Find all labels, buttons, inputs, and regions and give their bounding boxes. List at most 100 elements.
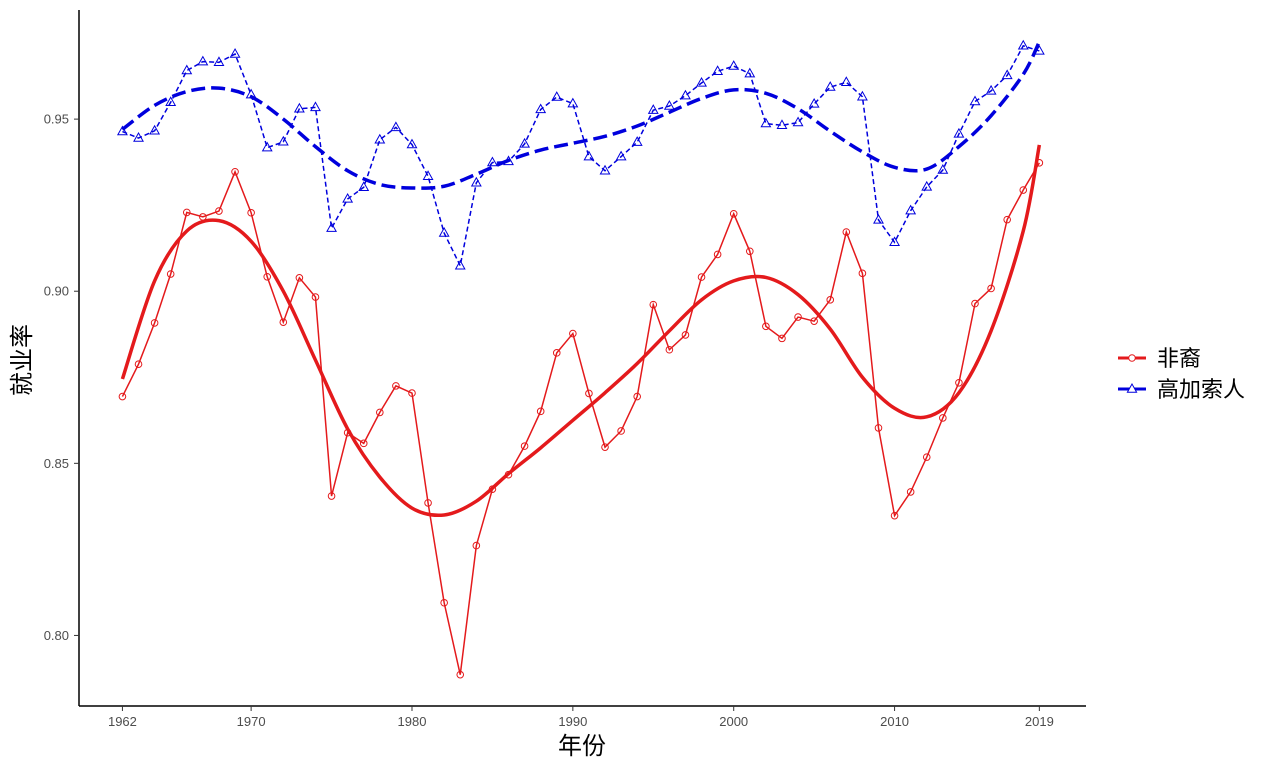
point [873,213,884,224]
point [326,222,338,232]
point [1017,39,1029,50]
x-tick-label: 1990 [558,714,587,729]
point [376,408,384,417]
point [199,213,207,221]
point [696,76,707,87]
x-tick-label: 2019 [1025,714,1054,729]
point [277,135,289,146]
point [133,132,144,142]
point [874,424,883,432]
point [197,55,209,66]
point [374,133,386,144]
point [150,319,159,327]
x-tick-label: 1970 [237,714,266,729]
point [424,499,432,507]
point [939,414,947,422]
point [567,97,579,108]
point [1019,186,1028,194]
point [488,485,497,493]
point [1001,69,1013,80]
point [520,442,529,450]
y-axis-title: 就业率 [8,324,36,396]
point [569,329,577,338]
point [327,492,336,500]
point [824,81,836,91]
point [810,317,818,325]
point [649,300,658,309]
point [551,91,563,101]
point [535,103,547,114]
series-1-smooth [120,144,1042,518]
legend-label: 非裔 [1157,347,1201,372]
point [679,89,691,100]
point [311,293,320,301]
point [697,273,706,281]
point [647,104,659,114]
point [293,102,305,113]
point [552,349,561,357]
point [261,141,273,152]
point [503,155,514,166]
x-tick-label: 2000 [719,714,748,729]
point [116,125,128,136]
point [519,137,531,148]
point [955,378,963,387]
point [617,427,625,435]
point [922,453,931,461]
point [470,176,482,187]
point [792,116,804,127]
y-tick-label: 0.85 [44,456,69,471]
point [1035,159,1044,167]
point [486,156,498,167]
legend-item-2: 高加索人 [1118,378,1245,403]
point [842,228,851,236]
point [585,389,593,398]
point [971,299,979,308]
point [408,389,416,397]
point [665,345,674,354]
point [229,48,241,58]
point [181,64,193,75]
series-2-line [122,44,1040,269]
point [599,164,611,175]
point [969,95,981,106]
axes-layer [78,10,1086,707]
x-tick-label: 2010 [880,714,909,729]
series-layer [116,39,1045,679]
point [905,204,917,215]
point [987,284,995,293]
y-tick-label: 0.80 [44,628,69,643]
point [937,164,949,174]
point [392,382,400,390]
point [182,208,191,217]
point [343,428,352,437]
point [279,318,288,327]
point [472,541,481,550]
point [536,407,545,416]
point [921,180,933,191]
legend-label: 高加索人 [1157,378,1245,403]
point [456,670,465,679]
point [406,138,418,149]
point [889,236,901,247]
series-1-line [121,162,1040,675]
point [342,192,354,203]
point [134,360,143,369]
point [215,207,223,215]
point [890,511,899,520]
y-tick-label: 0.95 [44,112,69,127]
point [631,136,643,146]
point [633,392,641,401]
point [728,60,740,70]
point [438,227,450,237]
point [358,181,370,191]
point [310,101,321,112]
point [118,392,127,401]
point [713,250,722,259]
point [985,84,997,95]
point [729,209,738,218]
series-2 [116,39,1045,270]
point [856,90,868,101]
